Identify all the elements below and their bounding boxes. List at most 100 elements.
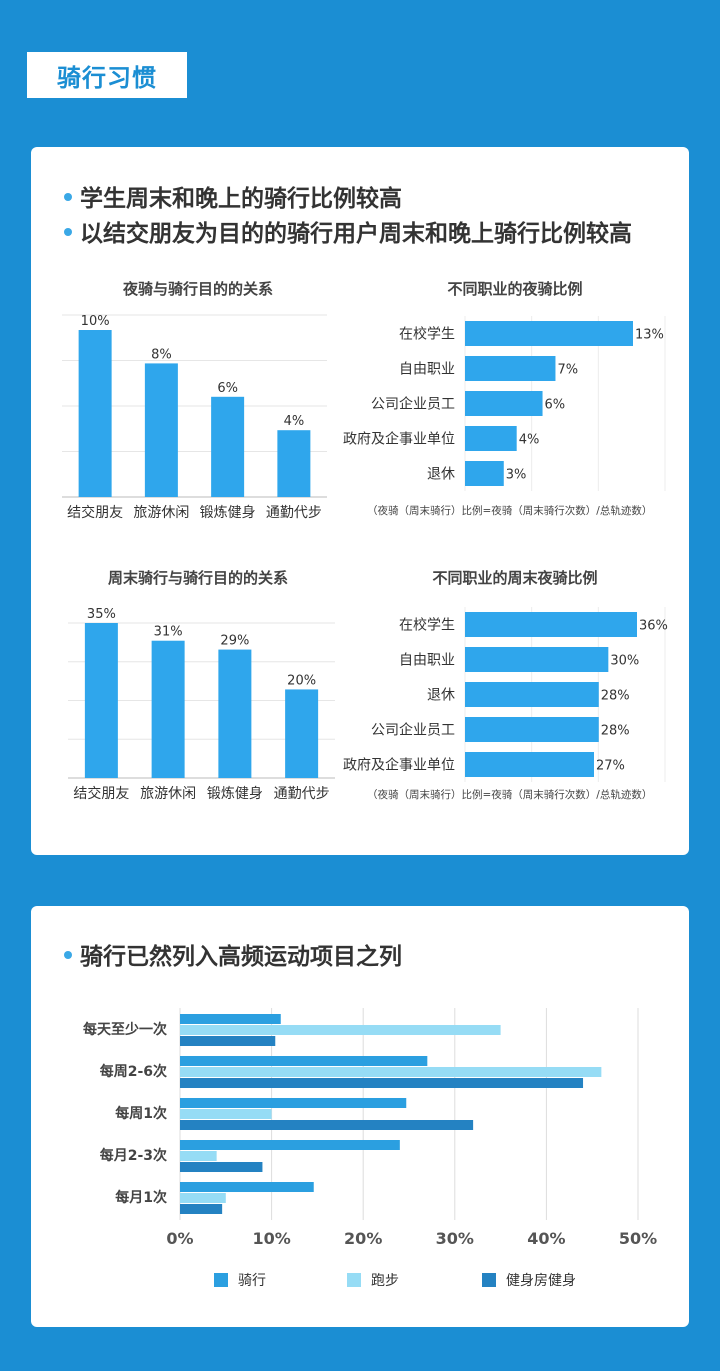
chart-title-night-purpose: 夜骑与骑行目的的关系 — [122, 280, 273, 298]
data-label: 6% — [545, 398, 566, 413]
bullet-1: 学生周末和晚上的骑行比例较高 — [64, 179, 402, 213]
bar — [465, 461, 504, 486]
bar — [465, 752, 594, 777]
legend-label: 健身房健身 — [506, 1273, 576, 1289]
data-label: 3% — [506, 468, 527, 483]
chart-note-weekend: （夜骑（周末骑行）比例=夜骑（周末骑行次数）/总轨迹数） — [367, 789, 653, 801]
category-label: 政府及企事业单位 — [343, 431, 455, 448]
legend-label: 骑行 — [238, 1273, 266, 1289]
bar — [465, 647, 609, 672]
tick-label: 0% — [166, 1229, 193, 1248]
category-label: 每月1次 — [115, 1189, 167, 1206]
bar — [151, 640, 185, 778]
legend-swatch — [214, 1273, 228, 1287]
data-label: 4% — [519, 433, 540, 448]
bullet-text: 以结交朋友为目的的骑行用户周末和晚上骑行比例较高 — [80, 221, 632, 247]
bar — [180, 1140, 400, 1150]
legend-swatch — [347, 1273, 361, 1287]
category-label: 公司企业员工 — [371, 722, 455, 739]
category-label: 在校学生 — [399, 326, 455, 343]
bar — [180, 1025, 501, 1035]
data-label: 36% — [639, 619, 668, 634]
data-label: 35% — [87, 607, 116, 622]
data-label: 4% — [284, 414, 305, 429]
bar — [180, 1182, 314, 1192]
category-label: 通勤代步 — [274, 786, 330, 802]
category-label: 退休 — [427, 467, 455, 483]
tick-label: 40% — [527, 1229, 565, 1248]
bar — [211, 396, 245, 497]
category-label: 每月2-3次 — [100, 1147, 167, 1164]
section-tag: 骑行习惯 — [27, 52, 187, 98]
bullet-text: 学生周末和晚上的骑行比例较高 — [80, 186, 402, 212]
bar — [465, 391, 543, 416]
bar — [84, 623, 118, 778]
category-label: 在校学生 — [399, 617, 455, 634]
bar — [180, 1120, 474, 1130]
bar — [180, 1078, 584, 1088]
tick-label: 10% — [252, 1229, 290, 1248]
bullet-dot-icon — [64, 192, 72, 201]
category-label: 每天至少一次 — [83, 1021, 167, 1038]
category-label: 旅游休闲 — [133, 505, 189, 521]
data-label: 28% — [601, 689, 630, 704]
bar — [285, 689, 319, 778]
data-label: 31% — [154, 625, 183, 640]
bar — [180, 1098, 407, 1108]
category-label: 每周2-6次 — [100, 1063, 167, 1080]
bar — [78, 330, 112, 497]
bar — [465, 612, 637, 637]
bar — [180, 1036, 276, 1046]
data-label: 7% — [557, 363, 578, 378]
data-label: 28% — [601, 724, 630, 739]
bar — [277, 430, 311, 497]
chart-note-night: （夜骑（周末骑行）比例=夜骑（周末骑行次数）/总轨迹数） — [367, 505, 653, 517]
data-label: 29% — [220, 634, 249, 649]
data-label: 8% — [151, 347, 172, 362]
legend-item-running: 跑步 — [347, 1270, 399, 1290]
data-label: 20% — [287, 673, 316, 688]
bar — [465, 717, 599, 742]
card-frequency — [31, 906, 689, 1327]
category-label: 退休 — [427, 688, 455, 704]
bullet-dot-icon — [64, 227, 72, 236]
category-label: 自由职业 — [399, 653, 455, 669]
bar — [465, 426, 517, 451]
bullet-3: 骑行已然列入高频运动项目之列 — [64, 937, 402, 971]
bar — [180, 1109, 272, 1119]
bar — [180, 1204, 223, 1214]
bar — [180, 1014, 281, 1024]
bar — [465, 321, 633, 346]
tick-label: 50% — [619, 1229, 657, 1248]
data-label: 6% — [217, 381, 238, 396]
category-label: 每周1次 — [115, 1105, 167, 1122]
data-label: 27% — [596, 759, 625, 774]
bullet-text: 骑行已然列入高频运动项目之列 — [80, 944, 402, 970]
legend-item-riding: 骑行 — [214, 1270, 266, 1290]
data-label: 10% — [81, 314, 110, 329]
bar — [465, 356, 556, 381]
bar — [465, 682, 599, 707]
category-label: 政府及企事业单位 — [343, 757, 455, 774]
category-label: 旅游休闲 — [140, 786, 196, 802]
bar — [180, 1151, 217, 1161]
bar — [180, 1067, 602, 1077]
category-label: 公司企业员工 — [371, 396, 455, 413]
category-label: 结交朋友 — [67, 504, 123, 521]
bar — [180, 1056, 428, 1066]
legend-item-gym: 健身房健身 — [482, 1270, 576, 1290]
bar — [180, 1193, 226, 1203]
legend-label: 跑步 — [371, 1273, 399, 1289]
category-label: 锻炼健身 — [207, 786, 263, 802]
bullet-dot-icon — [64, 950, 72, 959]
tick-label: 20% — [344, 1229, 382, 1248]
legend-swatch — [482, 1273, 496, 1287]
bar — [218, 649, 252, 778]
data-label: 30% — [610, 654, 639, 669]
chart-title-night-job: 不同职业的夜骑比例 — [447, 280, 583, 298]
tick-label: 30% — [436, 1229, 474, 1248]
category-label: 结交朋友 — [73, 785, 129, 802]
bar — [180, 1162, 263, 1172]
bar — [144, 363, 178, 497]
